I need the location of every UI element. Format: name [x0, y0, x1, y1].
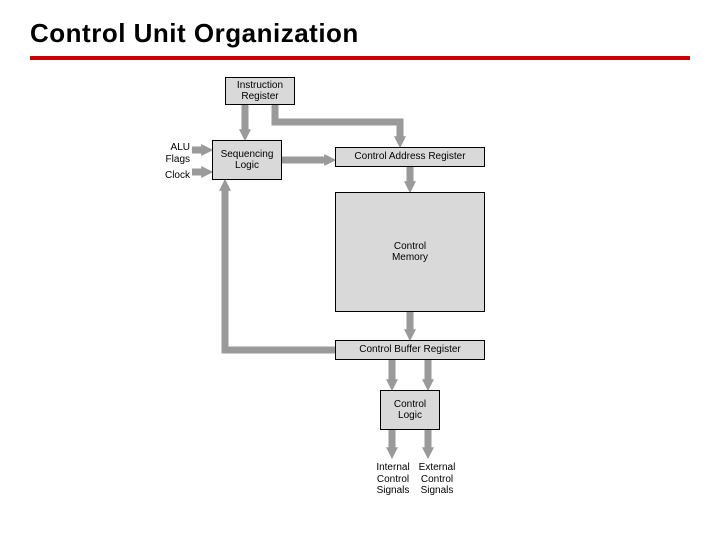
external-signals-label: ExternalControlSignals: [412, 462, 462, 497]
control-buffer-register-label: Control Buffer Register: [359, 344, 461, 356]
control-logic-label: ControlLogic: [394, 399, 426, 422]
sequencing-logic-label: SequencingLogic: [221, 149, 274, 172]
control-logic-box: ControlLogic: [380, 390, 440, 430]
control-address-register-box: Control Address Register: [335, 147, 485, 167]
sequencing-logic-box: SequencingLogic: [212, 140, 282, 180]
cbr-feedback-to-seq-arrow: [225, 188, 345, 350]
control-address-register-label: Control Address Register: [354, 151, 465, 163]
diagram: InstructionRegister SequencingLogic Cont…: [0, 0, 720, 540]
control-memory-box: ControlMemory: [335, 192, 485, 312]
instruction-register-box: InstructionRegister: [225, 77, 295, 105]
ir-to-car-arrow: [275, 105, 400, 139]
instruction-register-label: InstructionRegister: [237, 80, 283, 103]
internal-signals-label: InternalControlSignals: [368, 462, 418, 497]
control-memory-label: ControlMemory: [392, 241, 428, 264]
clock-label: Clock: [140, 170, 190, 182]
alu-flags-label: ALUFlags: [140, 142, 190, 165]
control-buffer-register-box: Control Buffer Register: [335, 340, 485, 360]
